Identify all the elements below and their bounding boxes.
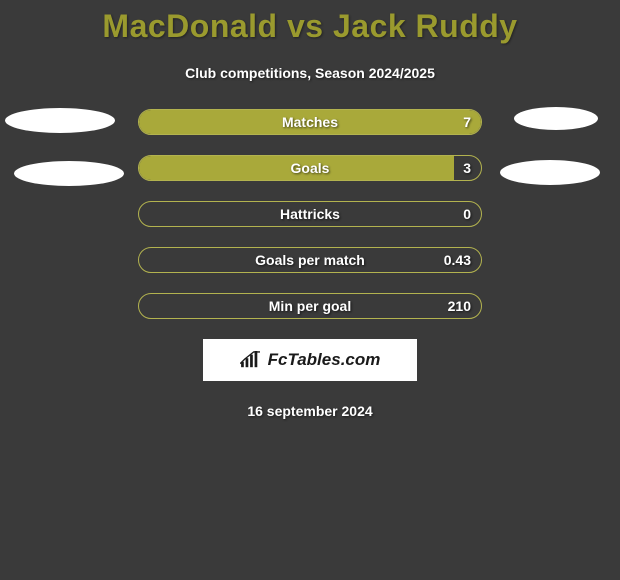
bar-row: Hattricks 0 [138,201,482,227]
bar-value: 7 [463,114,471,130]
bar-label: Min per goal [269,298,351,314]
bar-label: Matches [282,114,338,130]
bar-row: Min per goal 210 [138,293,482,319]
bar-value: 210 [448,298,471,314]
bar-value: 0.43 [444,252,471,268]
player-right-oval-1 [514,107,598,130]
bar-value: 3 [463,160,471,176]
bar-label: Goals [291,160,330,176]
player-right-oval-2 [500,160,600,185]
chart-icon [240,351,262,369]
comparison-chart: Matches 7 Goals 3 Hattricks 0 Goals per match 0… [0,109,620,319]
bar-row: Goals per match 0.43 [138,247,482,273]
bar-row: Matches 7 [138,109,482,135]
page-title: MacDonald vs Jack Ruddy [0,0,620,45]
date-label: 16 september 2024 [0,403,620,419]
bar-list: Matches 7 Goals 3 Hattricks 0 Goals per match 0… [138,109,482,319]
logo-text: FcTables.com [268,350,381,370]
bar-row: Goals 3 [138,155,482,181]
bar-label: Goals per match [255,252,365,268]
player-left-oval-1 [5,108,115,133]
player-left-oval-2 [14,161,124,186]
logo: FcTables.com [203,339,417,381]
subtitle: Club competitions, Season 2024/2025 [0,65,620,81]
bar-value: 0 [463,206,471,222]
bar-label: Hattricks [280,206,340,222]
